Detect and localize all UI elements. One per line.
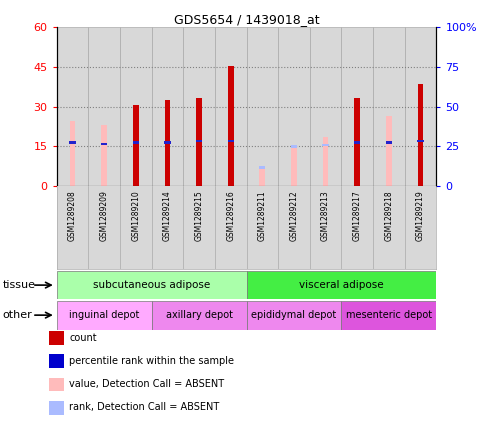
Bar bbox=[322, 144, 329, 146]
Bar bbox=[183, 27, 215, 186]
Bar bbox=[246, 271, 436, 299]
Text: GSM1289210: GSM1289210 bbox=[131, 190, 141, 241]
Bar bbox=[164, 141, 171, 144]
Bar bbox=[259, 166, 265, 169]
Bar bbox=[228, 66, 234, 186]
Bar bbox=[101, 125, 107, 186]
Bar bbox=[291, 145, 297, 148]
Bar bbox=[418, 84, 423, 186]
Bar bbox=[70, 121, 75, 186]
Bar bbox=[310, 27, 341, 186]
Text: other: other bbox=[2, 310, 32, 320]
Bar bbox=[101, 143, 107, 145]
Bar bbox=[259, 169, 265, 186]
Text: mesenteric depot: mesenteric depot bbox=[346, 310, 432, 320]
Text: epididymal depot: epididymal depot bbox=[251, 310, 337, 320]
Bar bbox=[354, 98, 360, 186]
Bar bbox=[323, 137, 328, 186]
Text: GSM1289211: GSM1289211 bbox=[258, 190, 267, 241]
Bar bbox=[152, 301, 246, 330]
Bar bbox=[57, 301, 152, 330]
Text: GSM1289212: GSM1289212 bbox=[289, 190, 298, 241]
Bar bbox=[354, 141, 360, 144]
Bar bbox=[246, 301, 341, 330]
Bar bbox=[278, 27, 310, 186]
Text: axillary depot: axillary depot bbox=[166, 310, 233, 320]
Text: GSM1289209: GSM1289209 bbox=[100, 190, 108, 241]
Bar bbox=[418, 140, 423, 143]
Bar bbox=[246, 27, 278, 186]
Text: GSM1289213: GSM1289213 bbox=[321, 190, 330, 241]
Bar bbox=[70, 141, 75, 144]
Bar bbox=[291, 145, 297, 186]
Bar bbox=[228, 140, 234, 143]
Text: tissue: tissue bbox=[2, 280, 35, 290]
Bar bbox=[88, 27, 120, 186]
Bar bbox=[196, 98, 202, 186]
Text: GSM1289208: GSM1289208 bbox=[68, 190, 77, 241]
Bar bbox=[215, 27, 246, 186]
Bar bbox=[373, 27, 405, 186]
Bar bbox=[152, 27, 183, 186]
Bar bbox=[57, 27, 88, 186]
Text: visceral adipose: visceral adipose bbox=[299, 280, 384, 290]
Bar bbox=[120, 27, 152, 186]
Text: GSM1289214: GSM1289214 bbox=[163, 190, 172, 241]
Text: GSM1289217: GSM1289217 bbox=[352, 190, 362, 241]
Text: percentile rank within the sample: percentile rank within the sample bbox=[69, 356, 234, 366]
Text: GSM1289215: GSM1289215 bbox=[195, 190, 204, 241]
Text: GSM1289219: GSM1289219 bbox=[416, 190, 425, 241]
Bar bbox=[341, 301, 436, 330]
Text: subcutaneous adipose: subcutaneous adipose bbox=[93, 280, 210, 290]
Bar bbox=[386, 116, 392, 186]
Bar bbox=[165, 100, 170, 186]
Bar bbox=[196, 140, 202, 143]
Text: inguinal depot: inguinal depot bbox=[69, 310, 140, 320]
Bar bbox=[405, 27, 436, 186]
Bar bbox=[133, 105, 139, 186]
Text: rank, Detection Call = ABSENT: rank, Detection Call = ABSENT bbox=[69, 402, 219, 412]
Text: GSM1289216: GSM1289216 bbox=[226, 190, 235, 241]
Text: GSM1289218: GSM1289218 bbox=[385, 190, 393, 241]
Text: count: count bbox=[69, 332, 97, 343]
Bar bbox=[133, 141, 139, 144]
Text: value, Detection Call = ABSENT: value, Detection Call = ABSENT bbox=[69, 379, 224, 389]
Bar bbox=[57, 271, 246, 299]
Text: GDS5654 / 1439018_at: GDS5654 / 1439018_at bbox=[174, 13, 319, 26]
Bar bbox=[386, 141, 392, 144]
Bar bbox=[341, 27, 373, 186]
